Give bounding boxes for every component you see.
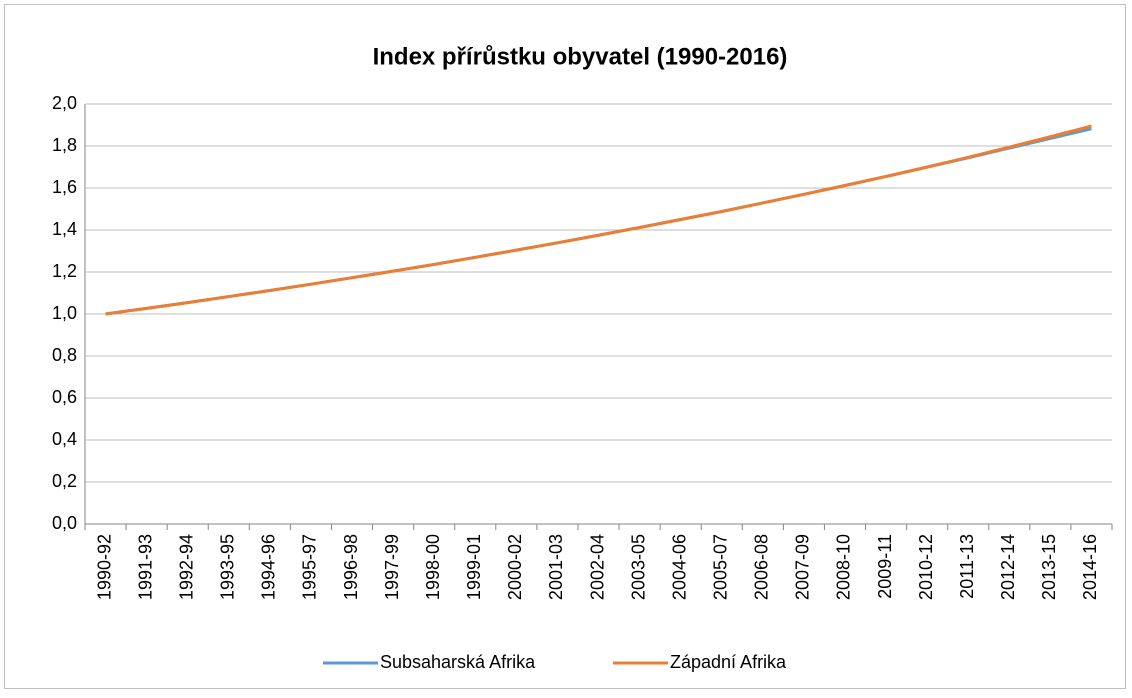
x-tick-label: 1995-97	[300, 534, 320, 600]
y-tick-label: 1,8	[52, 135, 77, 155]
series-line	[105, 124, 1092, 316]
chart-border	[4, 4, 1126, 689]
y-tick-label: 0,0	[52, 513, 77, 533]
x-tick-label: 1996-98	[341, 534, 361, 600]
x-tick-label: 2000-02	[505, 534, 525, 600]
x-tick-label: 2009-11	[875, 534, 895, 599]
legend-label: Západní Afrika	[670, 652, 787, 672]
x-tick-label: 1992-94	[176, 534, 196, 600]
x-tick-label: 2003-05	[628, 534, 648, 600]
x-tick-label: 2005-07	[710, 534, 730, 600]
x-tick-label: 1998-00	[423, 534, 443, 600]
y-tick-label: 2,0	[52, 93, 77, 113]
x-tick-label: 2010-12	[916, 534, 936, 600]
x-tick-label: 2006-08	[752, 534, 772, 600]
y-tick-label: 0,4	[52, 429, 77, 449]
x-tick-label: 2013-15	[1039, 534, 1059, 600]
x-tick-label: 1997-99	[382, 534, 402, 600]
y-tick-label: 1,0	[52, 303, 77, 323]
chart-title: Index přírůstku obyvatel (1990-2016)	[373, 43, 788, 70]
y-tick-label: 1,4	[52, 219, 77, 239]
x-tick-label: 2012-14	[998, 534, 1018, 600]
x-tick-label: 2011-13	[957, 534, 977, 599]
x-tick-label: 1991-93	[135, 534, 155, 600]
legend-label: Subsaharská Afrika	[380, 652, 536, 672]
y-tick-label: 1,6	[52, 177, 77, 197]
y-tick-label: 0,6	[52, 387, 77, 407]
x-tick-label: 1999-01	[464, 534, 484, 600]
x-tick-label: 1994-96	[259, 534, 279, 600]
x-tick-label: 1990-92	[94, 534, 114, 600]
x-tick-label: 2002-04	[587, 534, 607, 600]
x-tick-label: 1993-95	[218, 534, 238, 600]
y-tick-label: 0,2	[52, 471, 77, 491]
x-tick-label: 2007-09	[793, 534, 813, 600]
x-tick-label: 2001-03	[546, 534, 566, 600]
x-tick-label: 2004-06	[669, 534, 689, 600]
y-tick-label: 0,8	[52, 345, 77, 365]
y-tick-label: 1,2	[52, 261, 77, 281]
x-tick-label: 2008-10	[834, 534, 854, 600]
x-tick-label: 2014-16	[1080, 534, 1100, 600]
